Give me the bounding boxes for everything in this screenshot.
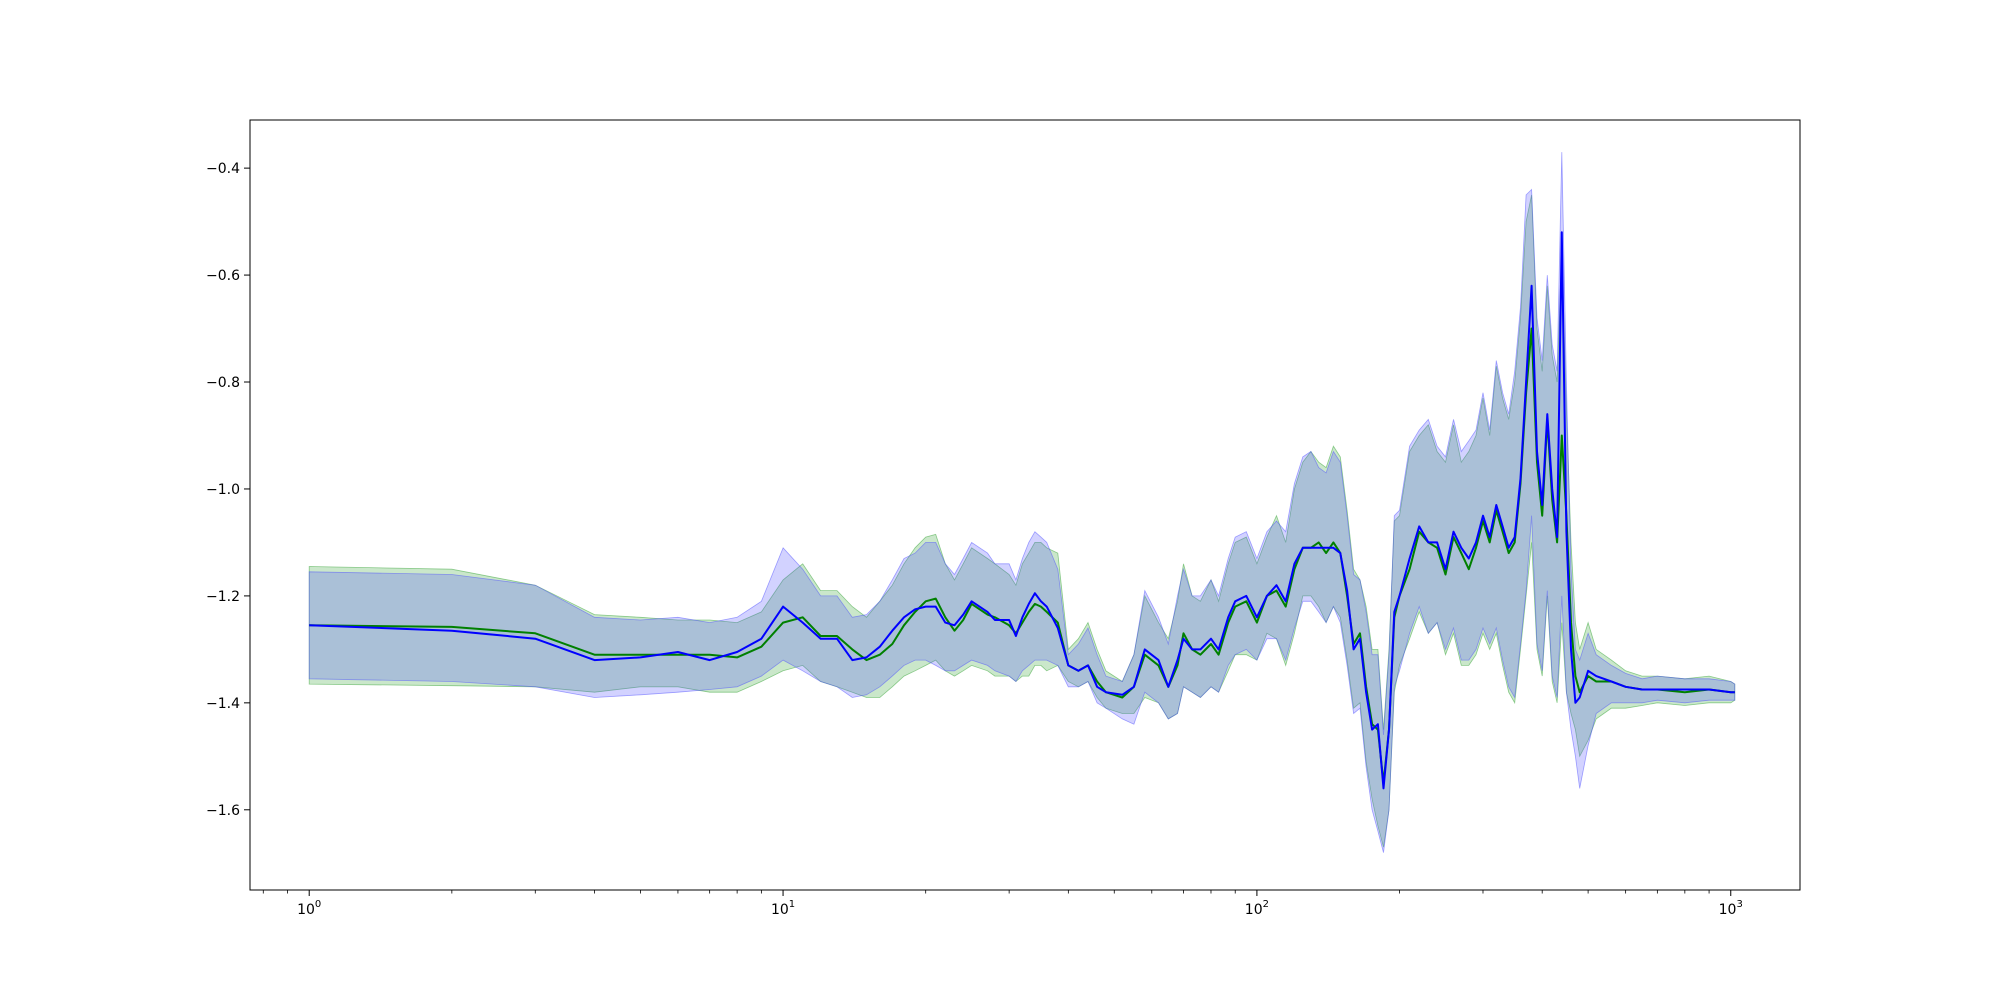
- x-tick-label: 100: [297, 899, 321, 918]
- y-axis: −1.6 −1.4 −1.2 −1.0 −0.8 −0.6 −0.4: [206, 161, 250, 819]
- y-tick-label: −1.4: [206, 696, 240, 712]
- y-tick-label: −0.4: [206, 161, 240, 177]
- confidence-bands: [308, 152, 1736, 853]
- x-axis: 100 101 102 103: [262, 890, 1743, 918]
- plot-frame: [249, 119, 1801, 891]
- y-tick-label: −1.2: [206, 589, 240, 605]
- series-2-band: [308, 152, 1736, 853]
- y-tick-label: −1.0: [206, 482, 240, 498]
- y-tick-label: −1.6: [206, 803, 240, 819]
- series-2-line: [309, 231, 1735, 790]
- x-tick-label: 101: [771, 899, 795, 918]
- x-tick-label: 102: [1245, 899, 1269, 918]
- series-1-line: [309, 327, 1735, 785]
- series-lines: [309, 231, 1735, 790]
- x-tick-label: 103: [1719, 899, 1743, 918]
- y-tick-label: −0.8: [206, 375, 240, 391]
- y-tick-label: −0.6: [206, 268, 240, 284]
